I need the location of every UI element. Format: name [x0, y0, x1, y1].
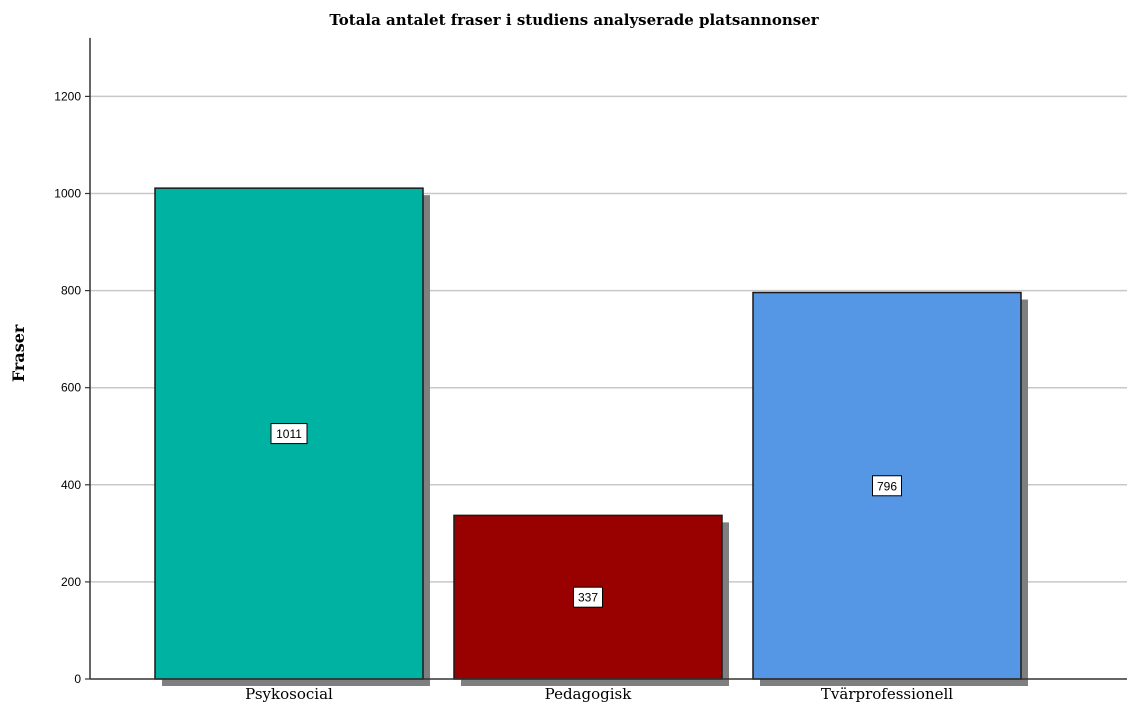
data-labels: 1011 337 796	[270, 423, 902, 608]
y-tick-labels: 0 200 400 600 800 1000 1200	[54, 89, 90, 686]
y-tick-label-1200: 1200	[54, 89, 81, 103]
bars	[154, 187, 1028, 687]
x-tick-label-psykosocial: Psykosocial	[245, 685, 333, 703]
data-label-pedagogisk: 337	[578, 591, 598, 605]
x-tick-label-pedagogisk: Pedagogisk	[545, 685, 633, 703]
y-tick-label-0: 0	[74, 672, 81, 686]
y-tick-label-800: 800	[61, 284, 81, 298]
x-tick-labels: Psykosocial Pedagogisk Tvärprofessionell	[245, 685, 953, 703]
chart-title: Totala antalet fraser i studiens analyse…	[329, 11, 819, 29]
bar-psykosocial	[154, 187, 424, 680]
data-label-psykosocial: 1011	[276, 427, 302, 441]
y-tick-label-1000: 1000	[54, 187, 81, 201]
y-tick-label-400: 400	[61, 478, 81, 492]
axes	[89, 37, 1127, 680]
y-axis-label: Fraser	[9, 324, 28, 382]
data-label-tvärprofessionell: 796	[877, 479, 897, 493]
y-tick-label-200: 200	[61, 575, 81, 589]
data-label-box-psykosocial	[270, 423, 308, 445]
y-tick-label-600: 600	[61, 381, 81, 395]
x-tick-label-tvärprofessionell: Tvärprofessionell	[821, 685, 953, 703]
data-label-box-pedagogisk	[573, 586, 603, 608]
data-label-box-tvärprofessionell	[872, 475, 902, 497]
